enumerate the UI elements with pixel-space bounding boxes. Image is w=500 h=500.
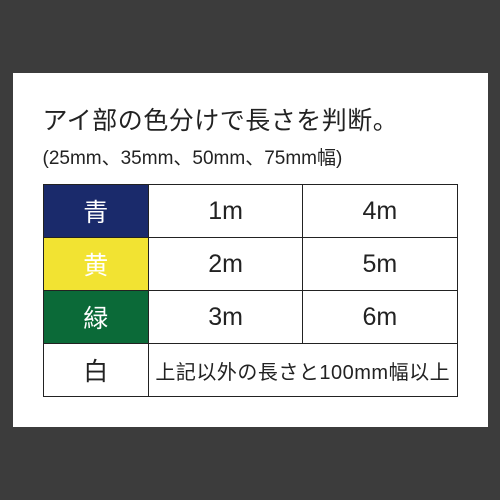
value-cell: 2m (148, 238, 302, 291)
info-card: アイ部の色分けで長さを判断。 (25mm、35mm、50mm、75mm幅) 青 … (13, 73, 488, 427)
note-cell: 上記以外の長さと100mm幅以上 (148, 344, 457, 397)
color-length-table: 青 1m 4m 黄 2m 5m 緑 3m 6m 白 上記以外の長さと100mm幅… (43, 184, 458, 397)
card-subtitle: (25mm、35mm、50mm、75mm幅) (43, 143, 458, 170)
value-cell: 4m (303, 185, 457, 238)
table-row: 黄 2m 5m (43, 238, 457, 291)
card-title: アイ部の色分けで長さを判断。 (43, 101, 458, 137)
table-row: 青 1m 4m (43, 185, 457, 238)
color-cell-blue: 青 (43, 185, 148, 238)
color-cell-green: 緑 (43, 291, 148, 344)
value-cell: 3m (148, 291, 302, 344)
table-row: 白 上記以外の長さと100mm幅以上 (43, 344, 457, 397)
value-cell: 6m (303, 291, 457, 344)
value-cell: 1m (148, 185, 302, 238)
color-cell-yellow: 黄 (43, 238, 148, 291)
color-cell-white: 白 (43, 344, 148, 397)
value-cell: 5m (303, 238, 457, 291)
table-row: 緑 3m 6m (43, 291, 457, 344)
